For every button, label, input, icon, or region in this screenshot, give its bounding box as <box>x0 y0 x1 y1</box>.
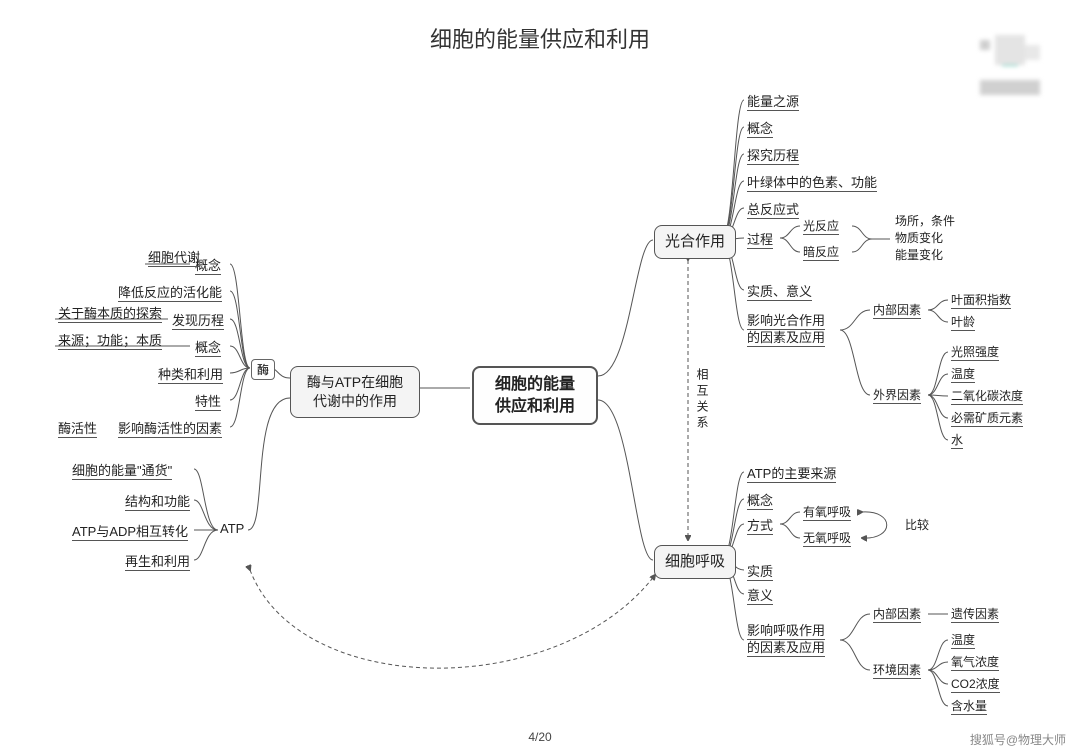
page-title: 细胞的能量供应和利用 <box>0 22 1080 54</box>
rs-fe4: 含水量 <box>951 697 987 714</box>
ps-e4: 必需矿质元素 <box>951 409 1023 426</box>
ps-e2: 温度 <box>951 365 975 382</box>
center-node: 细胞的能量 供应和利用 <box>472 366 598 425</box>
enzyme-atp-node: 酶与ATP在细胞 代谢中的作用 <box>290 366 420 418</box>
enz-source: 来源；功能；本质 <box>58 330 162 349</box>
relationship-label: 相互关系 <box>694 368 711 432</box>
page-footer: 4/20 <box>0 730 1080 744</box>
ps-external: 外界因素 <box>873 386 921 403</box>
ps-concept: 概念 <box>747 118 773 137</box>
enz-activation: 降低反应的活化能 <box>118 282 222 301</box>
ps-dark: 暗反应 <box>803 243 839 260</box>
rs-meaning: 意义 <box>747 585 773 604</box>
rs-atp-source: ATP的主要来源 <box>747 463 836 482</box>
rs-fe1: 温度 <box>951 631 975 648</box>
ps-history: 探究历程 <box>747 145 799 164</box>
enz-nature-explore: 关于酶本质的探索 <box>58 303 162 322</box>
enz-factors: 影响酶活性的因素 <box>118 418 222 437</box>
rs-anaerobic: 无氧呼吸 <box>803 529 851 546</box>
enz-activity: 酶活性 <box>58 418 97 437</box>
ps-process: 过程 <box>747 229 773 248</box>
ps-e3: 二氧化碳浓度 <box>951 387 1023 404</box>
enz-feature: 特性 <box>195 391 221 410</box>
ps-energy: 能量之源 <box>747 91 799 110</box>
ps-light: 光反应 <box>803 217 839 234</box>
atp-struct: 结构和功能 <box>125 491 190 510</box>
enzyme-tag: 酶 <box>251 359 275 380</box>
rs-concept: 概念 <box>747 490 773 509</box>
ps-e5: 水 <box>951 431 963 448</box>
atp-currency: 细胞的能量"通货" <box>72 460 172 479</box>
rs-aerobic: 有氧呼吸 <box>803 503 851 520</box>
ps-essence: 实质、意义 <box>747 281 812 300</box>
rs-factors: 影响呼吸作用 的因素及应用 <box>747 623 825 657</box>
rs-essence: 实质 <box>747 561 773 580</box>
atp-tag: ATP <box>220 521 244 536</box>
ps-i2: 叶龄 <box>951 313 975 330</box>
ps-factors: 影响光合作用 的因素及应用 <box>747 313 825 347</box>
ps-e1: 光照强度 <box>951 343 999 360</box>
ps-equation: 总反应式 <box>747 199 799 218</box>
watermark: 搜狐号@物理大师 <box>970 731 1066 748</box>
ps-chloro: 叶绿体中的色素、功能 <box>747 172 877 191</box>
rs-mode: 方式 <box>747 515 773 534</box>
rs-compare: 比较 <box>905 516 929 533</box>
ps-note3: 能量变化 <box>895 246 943 263</box>
photosynthesis-node: 光合作用 <box>654 225 736 259</box>
ps-note1: 场所，条件 <box>895 212 955 229</box>
rs-fi1: 遗传因素 <box>951 605 999 622</box>
rs-fe2: 氧气浓度 <box>951 653 999 670</box>
rs-env: 环境因素 <box>873 661 921 678</box>
enz-history: 发现历程 <box>172 310 224 329</box>
rs-internal: 内部因素 <box>873 605 921 622</box>
enz-concept2: 概念 <box>195 337 221 356</box>
enz-metabolism: 细胞代谢 <box>148 247 200 266</box>
rs-fe3: CO2浓度 <box>951 675 1000 692</box>
ps-note2: 物质变化 <box>895 229 943 246</box>
ps-internal: 内部因素 <box>873 301 921 318</box>
enz-type: 种类和利用 <box>158 364 223 383</box>
ps-i1: 叶面积指数 <box>951 291 1011 308</box>
respiration-node: 细胞呼吸 <box>654 545 736 579</box>
atp-regen: 再生和利用 <box>125 551 190 570</box>
atp-adp: ATP与ADP相互转化 <box>72 521 188 540</box>
